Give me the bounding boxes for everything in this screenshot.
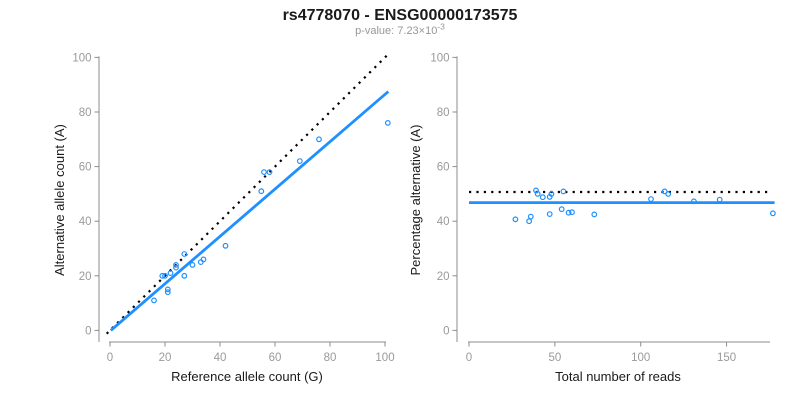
data-point <box>164 289 171 296</box>
data-point <box>181 251 188 257</box>
x-axis-label: Reference allele count (G) <box>171 369 323 384</box>
data-points <box>151 119 391 304</box>
x-tick-label: 150 <box>717 352 736 364</box>
data-point <box>665 190 672 197</box>
data-point <box>558 206 565 213</box>
percentage-scatter-panel: Total number of reads Percentage alterna… <box>408 52 776 384</box>
y-tick-label: 40 <box>79 216 92 228</box>
y-tick-label: 0 <box>85 325 91 337</box>
pvalue-subtitle: p-value: 7.23×10-3 <box>355 22 445 38</box>
data-point <box>526 218 532 225</box>
data-point <box>222 242 229 249</box>
data-point <box>534 190 541 197</box>
x-tick-label: 40 <box>214 352 227 364</box>
y-tick-label: 100 <box>72 52 91 64</box>
y-tick-label: 80 <box>437 107 450 119</box>
x-tick-label: 80 <box>324 352 337 364</box>
data-point <box>181 272 188 279</box>
data-point <box>384 119 391 126</box>
data-point <box>164 286 171 293</box>
data-point <box>648 196 654 203</box>
y-tick-label: 80 <box>79 107 92 119</box>
data-point <box>173 264 179 271</box>
data-point <box>162 272 168 279</box>
y-tick-label: 60 <box>79 162 92 174</box>
identity-line <box>105 52 391 335</box>
data-point <box>560 188 567 195</box>
y-tick-label: 40 <box>437 216 450 228</box>
x-tick-label: 20 <box>159 352 172 364</box>
x-tick-label: 100 <box>375 352 394 364</box>
data-point <box>546 211 553 218</box>
y-tick-label: 20 <box>437 271 450 283</box>
data-points <box>512 187 776 225</box>
data-point <box>200 256 207 263</box>
data-point <box>197 259 204 266</box>
x-tick-label: 0 <box>466 352 472 364</box>
data-point <box>296 158 303 165</box>
y-axis-label: Alternative allele count (A) <box>52 124 67 276</box>
data-point <box>258 188 265 195</box>
y-tick-label: 0 <box>443 325 449 337</box>
y-tick-label: 100 <box>430 52 449 64</box>
x-tick-label: 60 <box>269 352 282 364</box>
data-point <box>591 211 598 218</box>
y-tick-label: 60 <box>437 162 450 174</box>
data-point <box>151 297 157 304</box>
y-tick-label: 20 <box>79 271 92 283</box>
pvalue-exponent: -3 <box>437 22 445 32</box>
data-point <box>527 213 534 220</box>
data-point <box>261 169 267 176</box>
data-point <box>316 136 322 143</box>
data-point <box>546 193 553 200</box>
data-point <box>716 196 723 203</box>
x-tick-label: 100 <box>631 352 650 364</box>
data-point <box>691 198 697 205</box>
y-axis-label: Percentage alternative (A) <box>408 124 423 275</box>
page-title: rs4778070 - ENSG00000173575 <box>283 7 518 24</box>
data-point <box>565 209 572 216</box>
regression-line <box>109 90 390 332</box>
pvalue-base: p-value: 7.23×10 <box>355 25 437 37</box>
x-axis-label: Total number of reads <box>555 369 681 384</box>
data-point <box>512 216 519 223</box>
x-tick-label: 0 <box>107 352 113 364</box>
data-point <box>189 262 196 268</box>
data-point <box>173 262 179 268</box>
allele-count-scatter-panel: Reference allele count (G) Alternative a… <box>52 52 395 384</box>
data-point <box>266 169 273 176</box>
data-point <box>167 270 174 277</box>
data-point <box>539 194 546 201</box>
data-point <box>770 210 776 217</box>
data-point <box>159 272 166 279</box>
x-tick-label: 50 <box>548 352 561 364</box>
data-point <box>569 209 575 216</box>
